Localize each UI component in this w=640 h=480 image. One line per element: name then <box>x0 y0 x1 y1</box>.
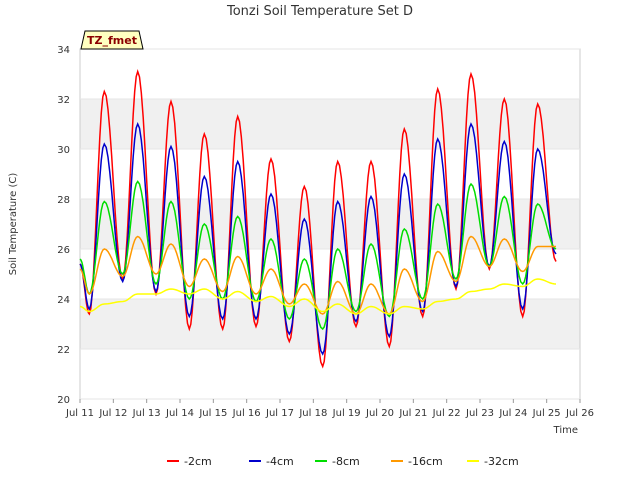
legend-label: -8cm <box>332 455 360 468</box>
legend-label: -2cm <box>184 455 212 468</box>
x-tick-label: Jul 22 <box>432 408 461 419</box>
x-tick-label: Jul 12 <box>98 408 127 419</box>
x-tick-label: Jul 25 <box>532 408 561 419</box>
x-tick-label: Jul 11 <box>65 408 94 419</box>
y-tick-label: 20 <box>57 395 70 406</box>
legend-label: -32cm <box>484 455 519 468</box>
grid-band <box>80 199 580 249</box>
x-tick-label: Jul 24 <box>498 408 527 419</box>
y-tick-label: 26 <box>57 245 70 256</box>
x-tick-label: Jul 13 <box>132 408 161 419</box>
x-tick-label: Jul 16 <box>232 408 261 419</box>
y-tick-label: 30 <box>57 145 70 156</box>
site-badge: TZ_fmet <box>80 30 144 50</box>
legend-label: -4cm <box>266 455 294 468</box>
legend: -2cm -4cm -8cm -16cm -32cm <box>167 455 519 468</box>
y-axis-ticks: 20 22 24 26 28 30 32 34 <box>57 45 70 406</box>
x-tick-label: Jul 21 <box>398 408 427 419</box>
x-tick-label: Jul 17 <box>265 408 294 419</box>
y-tick-label: 28 <box>57 195 70 206</box>
y-tick-label: 24 <box>57 295 70 306</box>
x-tick-label: Jul 14 <box>165 408 194 419</box>
series-lines <box>79 68 557 369</box>
badge-shape <box>80 30 144 50</box>
x-tick-label: Jul 23 <box>465 408 494 419</box>
x-tick-label: Jul 18 <box>298 408 327 419</box>
x-tick-label: Jul 15 <box>198 408 227 419</box>
chart-title: Tonzi Soil Temperature Set D <box>226 4 413 19</box>
y-tick-label: 32 <box>57 95 70 106</box>
x-tick-label: Jul 26 <box>565 408 594 419</box>
x-tick-label: Jul 20 <box>365 408 394 419</box>
x-tick-label: Jul 19 <box>332 408 361 419</box>
y-axis-label: Soil Temperature (C) <box>8 173 19 276</box>
badge-label: TZ_fmet <box>87 34 137 47</box>
series-line-32cmcm <box>79 278 557 315</box>
x-axis-label: Time <box>553 425 578 436</box>
y-tick-label: 22 <box>57 345 70 356</box>
y-tick-label: 34 <box>57 45 70 56</box>
grid-band <box>80 99 580 149</box>
series-line-8cmcm <box>79 180 557 331</box>
x-axis-ticks: Jul 11 Jul 12 Jul 13 Jul 14 Jul 15 Jul 16 Jul … <box>65 399 594 419</box>
series-line-16cmcm <box>79 235 556 315</box>
legend-label: -16cm <box>408 455 443 468</box>
grid-band <box>80 299 580 349</box>
